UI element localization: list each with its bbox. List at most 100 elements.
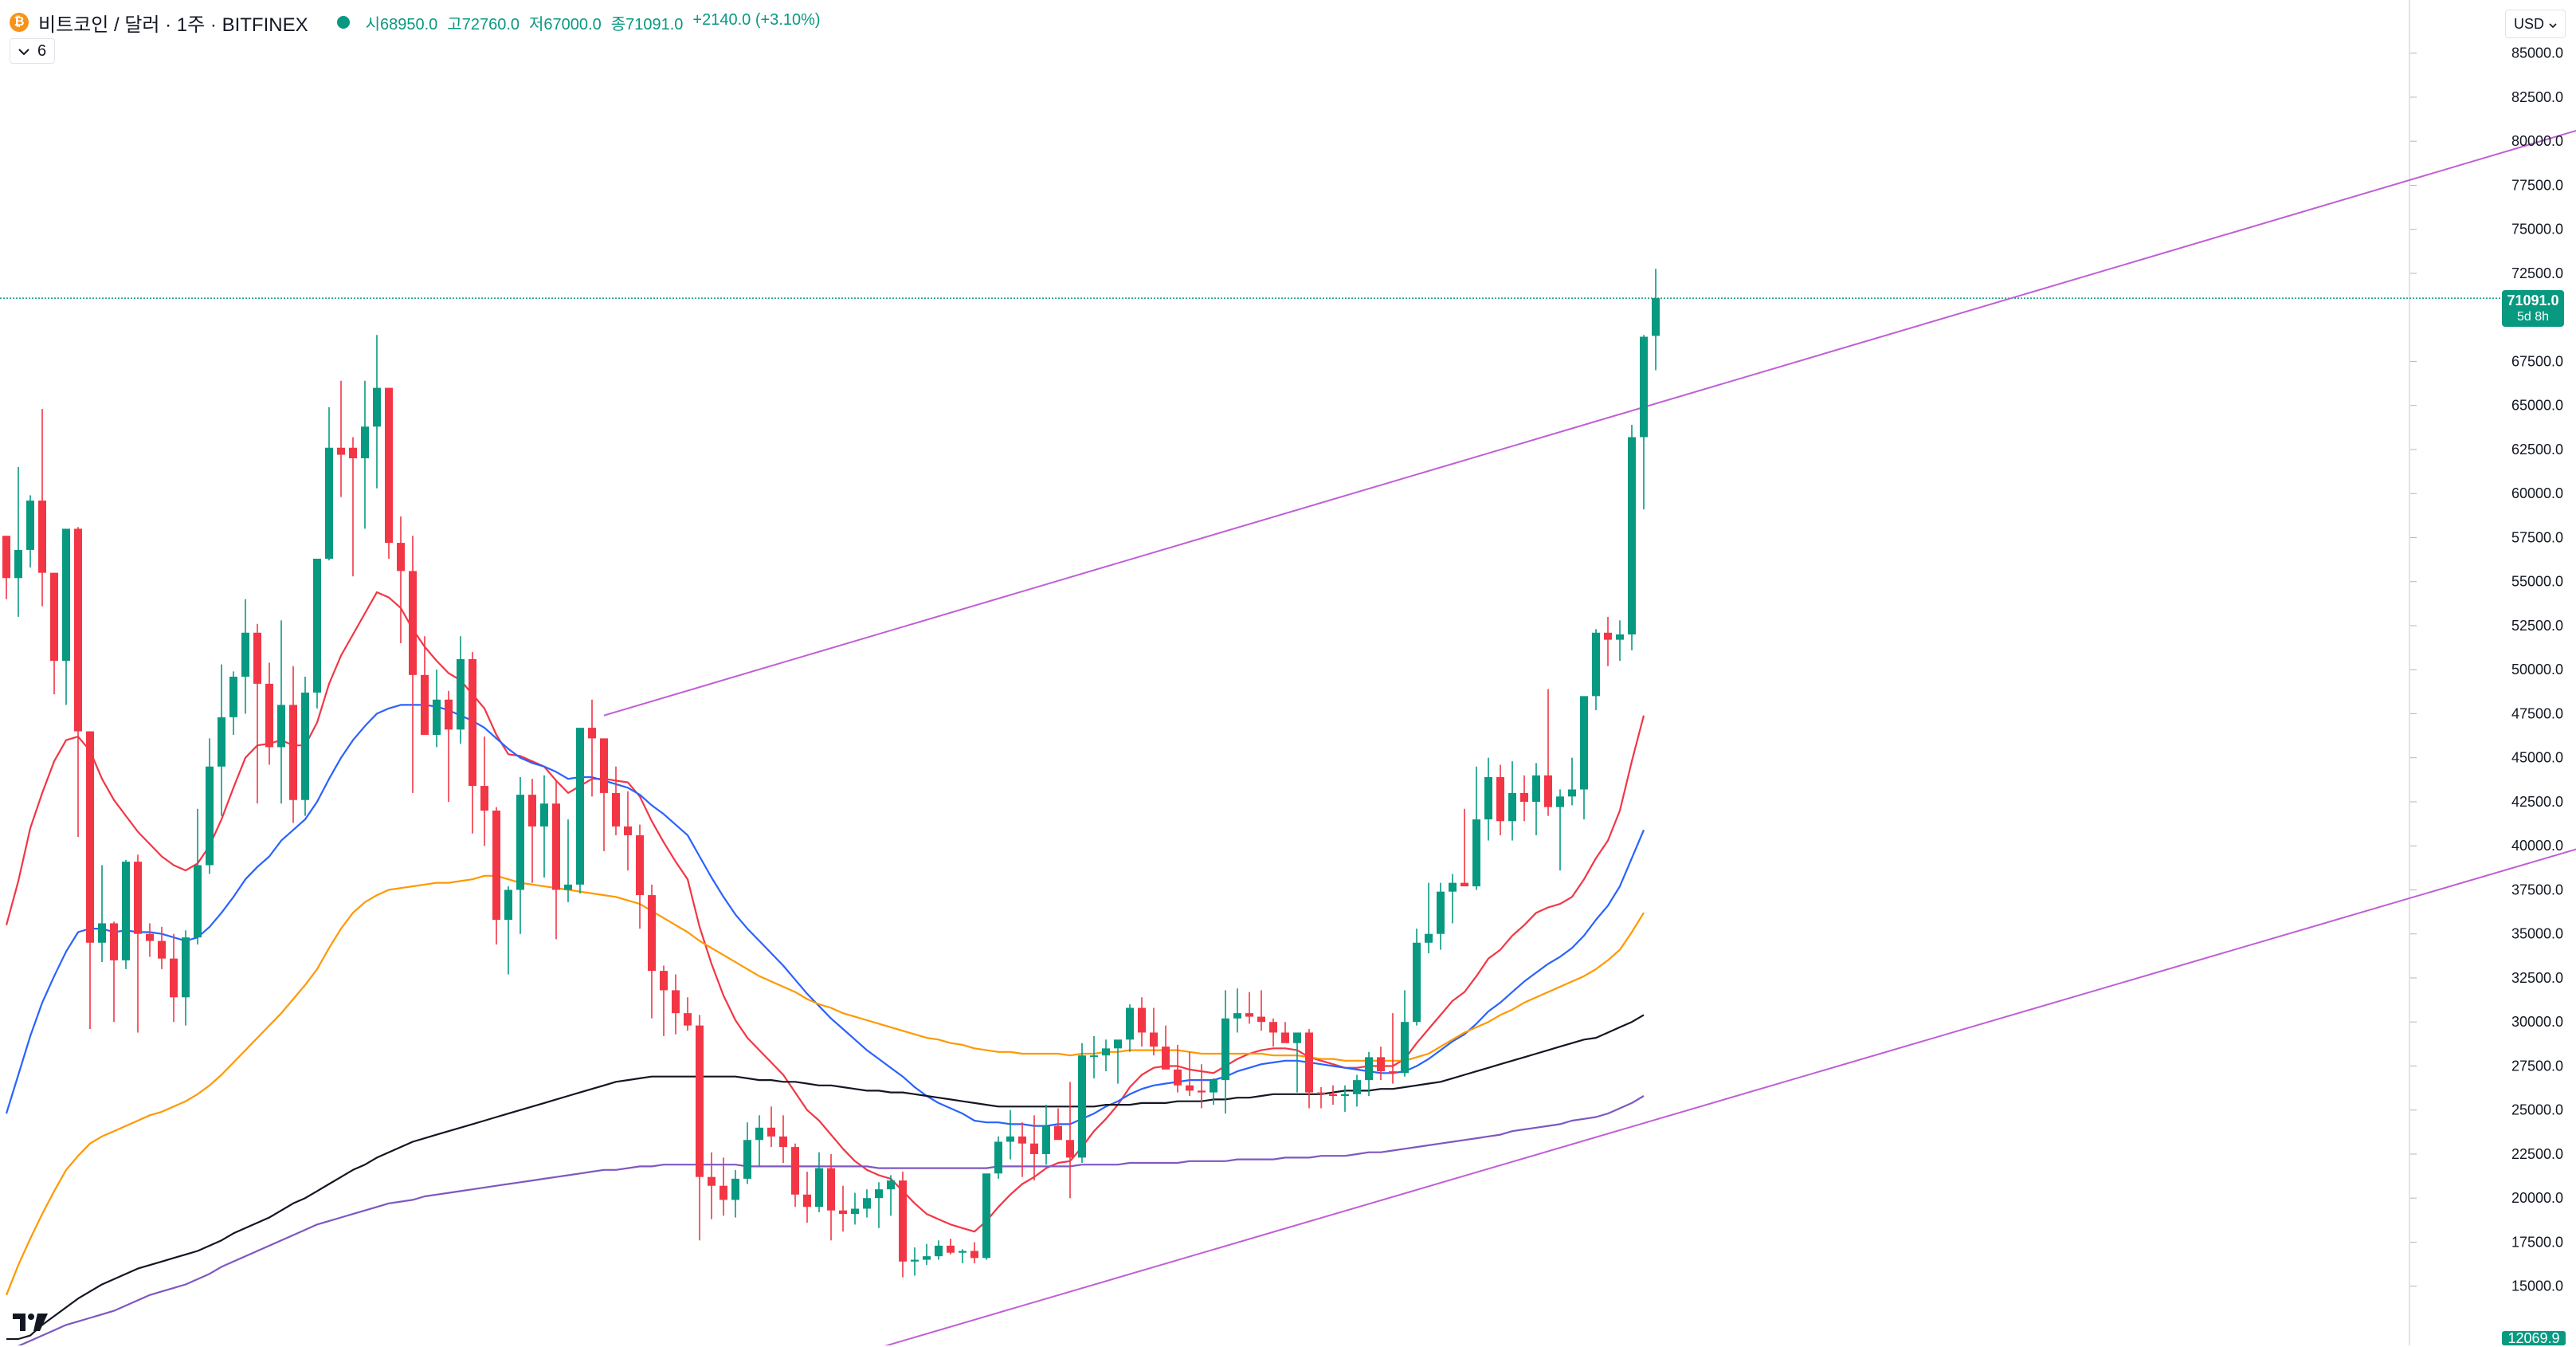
- candle-body: [887, 1180, 895, 1190]
- candle: [1413, 929, 1421, 1026]
- candle: [791, 1143, 799, 1208]
- candle: [110, 921, 118, 1023]
- currency-selector[interactable]: USD: [2505, 10, 2566, 38]
- candle-body: [1592, 632, 1600, 697]
- candle-body: [158, 941, 166, 959]
- candle-body: [1257, 1016, 1265, 1023]
- candle: [564, 819, 572, 902]
- candle: [146, 923, 154, 957]
- candle: [839, 1185, 847, 1232]
- candle-body: [1221, 1018, 1229, 1081]
- last-price-tag: 71091.0 5d 8h: [2502, 290, 2564, 327]
- candle: [911, 1247, 919, 1276]
- candle-body: [421, 674, 429, 735]
- candle: [887, 1175, 895, 1216]
- candle: [982, 1173, 990, 1260]
- candle-body: [1126, 1007, 1134, 1040]
- candle: [158, 926, 166, 969]
- candle-body: [98, 923, 106, 943]
- candle-body: [1150, 1032, 1158, 1047]
- candle: [301, 677, 309, 816]
- candle: [1018, 1122, 1026, 1177]
- candle-body: [576, 728, 584, 885]
- candle: [1150, 1007, 1158, 1056]
- price-axis-layer: 85000.0 82500.0 80000.0 77500.0 75000.0 72500…: [2410, 45, 2563, 1294]
- candle: [325, 406, 333, 561]
- price-axis-label: 72500.0: [2511, 265, 2563, 281]
- candle-body: [1520, 792, 1528, 802]
- candle-body: [385, 387, 393, 544]
- candle: [636, 824, 644, 929]
- candle: [1281, 1022, 1289, 1043]
- candle-body: [457, 658, 465, 730]
- candle-body: [1508, 792, 1516, 822]
- candle-body: [994, 1141, 1002, 1174]
- candle: [289, 666, 297, 823]
- candle-body: [755, 1127, 763, 1141]
- candle-body: [1030, 1143, 1038, 1154]
- candle: [899, 1172, 907, 1278]
- candle-body: [74, 528, 82, 732]
- candle-body: [170, 958, 178, 998]
- candle-body: [1580, 696, 1588, 790]
- candle: [1030, 1115, 1038, 1181]
- candle-body: [1353, 1080, 1361, 1094]
- ohlc-low: 저67000.0: [529, 15, 602, 33]
- candle: [1580, 696, 1588, 820]
- candle: [1616, 620, 1624, 662]
- candle: [1078, 1043, 1086, 1163]
- candle: [1245, 992, 1253, 1024]
- indicators-toggle-button[interactable]: 6: [10, 38, 56, 64]
- candle-body: [767, 1127, 775, 1137]
- candle-body: [122, 862, 130, 960]
- candle-body: [1066, 1140, 1074, 1158]
- price-axis-label: 77500.0: [2511, 177, 2563, 193]
- candle-body: [361, 426, 369, 458]
- candle-body: [1233, 1013, 1241, 1019]
- candle: [1652, 269, 1660, 371]
- candle-body: [480, 786, 488, 811]
- candle: [134, 854, 142, 1033]
- candle: [1365, 1051, 1373, 1097]
- candle: [397, 516, 405, 644]
- candle: [540, 775, 548, 878]
- candle-body: [911, 1259, 919, 1262]
- candle-body: [1365, 1057, 1373, 1081]
- candle-body: [504, 889, 512, 921]
- candle: [923, 1243, 931, 1266]
- candle-body: [696, 1025, 704, 1177]
- price-axis-label: 47500.0: [2511, 705, 2563, 721]
- candle: [2, 536, 10, 599]
- candle: [528, 779, 536, 883]
- candle: [1006, 1109, 1014, 1160]
- candle: [959, 1249, 966, 1263]
- candle: [1353, 1074, 1361, 1107]
- candle-body: [1413, 942, 1421, 1023]
- candle-body: [1604, 632, 1612, 640]
- ohlc-change: +2140.0 (+3.10%): [692, 10, 821, 29]
- price-axis-label: 37500.0: [2511, 882, 2563, 897]
- symbol-title[interactable]: 비트코인 / 달러 · 1주 · BITFINEX: [38, 14, 308, 36]
- tradingview-logo-icon[interactable]: [11, 1310, 49, 1338]
- candle: [1114, 1039, 1122, 1084]
- price-axis-label: 80000.0: [2511, 133, 2563, 149]
- candle-body: [982, 1173, 990, 1259]
- candle: [935, 1240, 943, 1260]
- candle: [863, 1189, 871, 1218]
- candle-body: [218, 717, 225, 767]
- price-axis-label: 67500.0: [2511, 353, 2563, 369]
- candle-body: [1114, 1039, 1122, 1049]
- candle-body: [959, 1251, 966, 1253]
- candle-body: [1102, 1048, 1110, 1056]
- ohlc-open: 시68950.0: [365, 15, 438, 33]
- candle-body: [409, 571, 417, 675]
- candle: [241, 599, 249, 714]
- candle-body: [38, 501, 46, 573]
- candle-body: [1329, 1094, 1337, 1097]
- candle: [1496, 764, 1504, 835]
- candle-body: [636, 835, 644, 896]
- candle-body: [719, 1185, 727, 1200]
- candle-body: [1245, 1013, 1253, 1017]
- candle-body: [1198, 1090, 1206, 1093]
